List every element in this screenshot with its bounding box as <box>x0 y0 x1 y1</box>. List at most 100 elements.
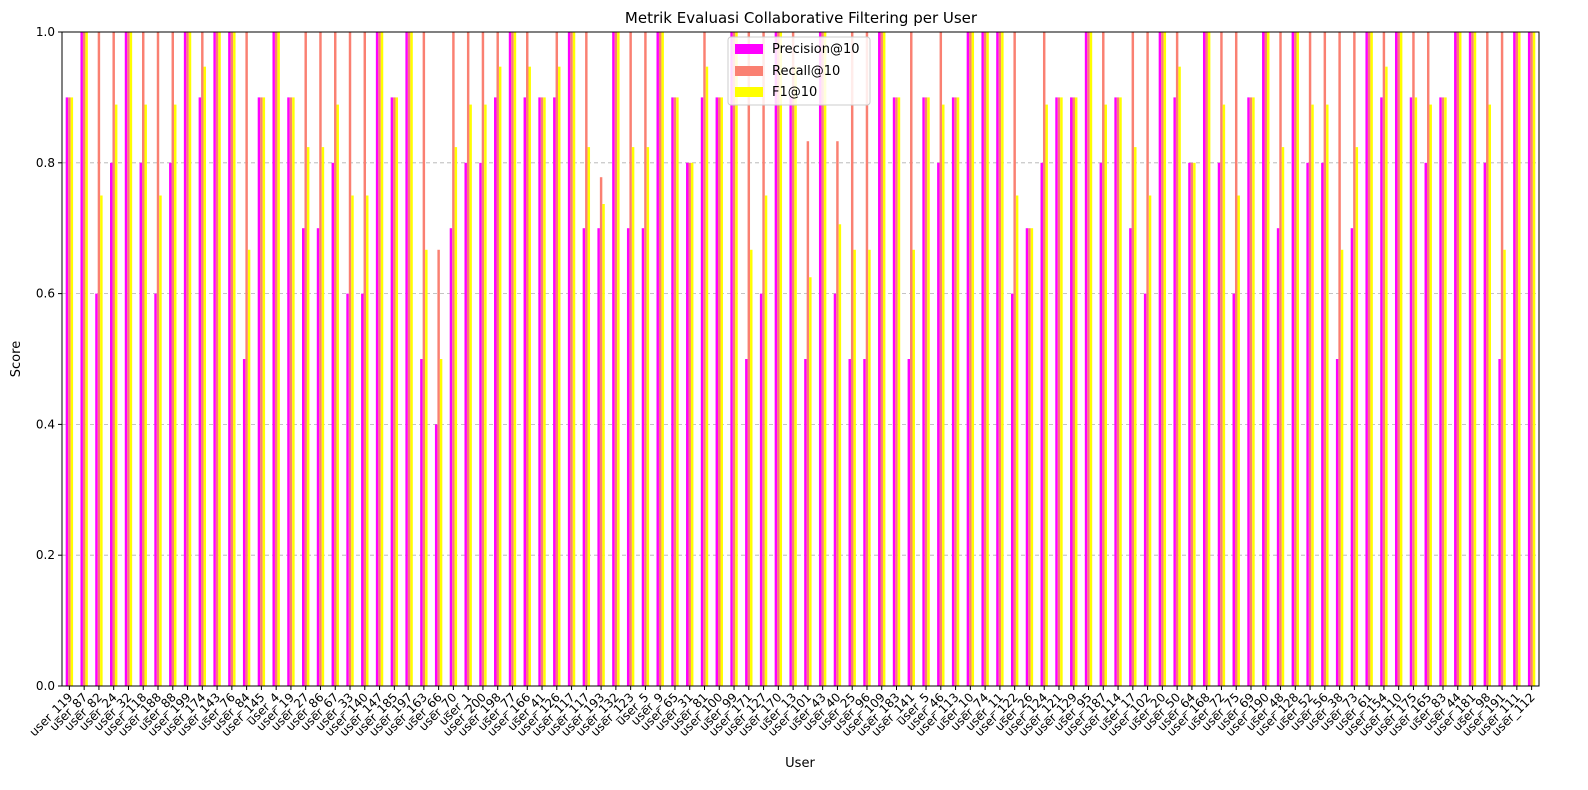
bar-f1-10-63 <box>1001 32 1004 686</box>
bar-precision-10-95 <box>1468 32 1472 686</box>
bar-f1-10-6 <box>159 195 162 686</box>
bar-recall-10-50 <box>806 141 810 687</box>
bar-f1-10-12 <box>247 249 251 686</box>
bar-recall-10-74 <box>1161 32 1164 686</box>
bar-recall-10-4 <box>127 32 130 686</box>
bar-precision-10-45 <box>730 32 733 686</box>
bar-precision-10-12 <box>242 359 246 686</box>
legend-swatch-recall <box>735 66 763 76</box>
bar-recall-10-2 <box>97 32 101 686</box>
bar-recall-10-98 <box>1515 32 1519 686</box>
bar-f1-10-20 <box>366 195 369 686</box>
bar-recall-10-11 <box>230 32 234 686</box>
bar-recall-10-16 <box>304 32 307 686</box>
bar-precision-10-97 <box>1498 359 1501 686</box>
bar-recall-10-73 <box>1146 32 1149 686</box>
bar-recall-10-59 <box>939 32 943 686</box>
bar-precision-10-52 <box>833 293 837 686</box>
bar-f1-10-33 <box>558 66 561 686</box>
bar-precision-10-87 <box>1350 228 1354 686</box>
bar-precision-10-74 <box>1158 32 1162 686</box>
bar-precision-10-55 <box>878 32 881 686</box>
bar-recall-10-55 <box>880 32 883 686</box>
bar-f1-10-89 <box>1385 66 1388 686</box>
legend: Precision@10 Recall@10 F1@10 <box>727 36 871 106</box>
bar-f1-10-18 <box>336 104 339 687</box>
bar-recall-10-87 <box>1353 32 1356 686</box>
bar-recall-10-89 <box>1382 32 1386 686</box>
bar-precision-10-26 <box>449 228 453 686</box>
bar-precision-10-98 <box>1513 32 1516 686</box>
bar-f1-10-68 <box>1074 97 1078 686</box>
bar-f1-10-86 <box>1340 249 1344 686</box>
bar-f1-10-72 <box>1134 147 1137 687</box>
bar-recall-10-81 <box>1264 32 1267 686</box>
bar-precision-10-88 <box>1365 32 1368 686</box>
bar-recall-10-20 <box>363 32 367 686</box>
bar-recall-10-57 <box>910 32 913 686</box>
bar-precision-10-73 <box>1143 293 1147 686</box>
bar-f1-10-60 <box>956 97 960 686</box>
bar-precision-10-50 <box>804 359 807 686</box>
bar-recall-10-26 <box>452 32 455 686</box>
bar-precision-10-24 <box>420 359 423 686</box>
bar-recall-10-40 <box>658 32 662 686</box>
bar-recall-10-99 <box>1530 32 1533 686</box>
bar-precision-10-65 <box>1025 228 1029 686</box>
bar-precision-10-4 <box>124 32 128 686</box>
bar-precision-10-11 <box>228 32 231 686</box>
bar-f1-10-55 <box>882 32 886 686</box>
bar-f1-10-88 <box>1370 32 1373 686</box>
bar-f1-10-82 <box>1281 147 1285 687</box>
bar-recall-10-79 <box>1234 32 1238 686</box>
bar-recall-10-84 <box>1308 32 1312 686</box>
bar-f1-10-96 <box>1488 104 1491 687</box>
bar-f1-10-44 <box>720 97 723 686</box>
bar-f1-10-91 <box>1414 97 1418 686</box>
bar-precision-10-91 <box>1409 97 1413 686</box>
bar-f1-10-9 <box>203 66 207 686</box>
bar-precision-10-85 <box>1321 162 1324 687</box>
bar-precision-10-82 <box>1276 228 1280 686</box>
bar-f1-10-61 <box>971 32 975 686</box>
bar-precision-10-47 <box>759 293 763 686</box>
bar-precision-10-90 <box>1394 32 1398 686</box>
bar-f1-10-56 <box>897 97 901 686</box>
legend-label-recall: Recall@10 <box>772 64 840 79</box>
bar-f1-10-16 <box>306 147 310 687</box>
bar-f1-10-19 <box>351 195 354 686</box>
bar-f1-10-85 <box>1326 104 1329 687</box>
bar-recall-10-42 <box>688 162 691 687</box>
bar-f1-10-29 <box>498 66 502 686</box>
bar-f1-10-48 <box>779 32 783 686</box>
bar-precision-10-40 <box>656 32 659 686</box>
bar-precision-10-16 <box>302 228 305 686</box>
y-tick-label: 1.0 <box>36 25 55 39</box>
bar-f1-10-14 <box>277 32 280 686</box>
bar-f1-10-26 <box>454 147 458 687</box>
chart-title: Metrik Evaluasi Collaborative Filtering … <box>625 9 978 27</box>
bar-precision-10-83 <box>1291 32 1295 686</box>
bar-recall-10-94 <box>1456 32 1459 686</box>
bar-recall-10-61 <box>969 32 972 686</box>
bar-recall-10-18 <box>334 32 337 686</box>
bar-recall-10-65 <box>1028 228 1031 686</box>
legend-label-precision: Precision@10 <box>772 42 860 57</box>
bar-recall-10-29 <box>496 32 499 686</box>
bar-recall-10-82 <box>1279 32 1282 686</box>
bar-recall-10-69 <box>1087 32 1090 686</box>
bar-f1-10-8 <box>188 32 192 686</box>
bar-f1-10-74 <box>1163 32 1167 686</box>
bar-recall-10-71 <box>1116 97 1120 686</box>
bar-f1-10-35 <box>587 147 591 687</box>
bar-recall-10-1 <box>82 32 86 686</box>
bar-precision-10-19 <box>346 293 349 686</box>
bar-recall-10-9 <box>201 32 204 686</box>
bar-f1-10-66 <box>1045 104 1048 687</box>
bar-precision-10-29 <box>494 97 497 686</box>
bar-precision-10-43 <box>700 97 704 686</box>
bar-recall-10-28 <box>481 32 485 686</box>
bar-precision-10-89 <box>1380 97 1383 686</box>
bar-precision-10-53 <box>848 359 851 686</box>
bar-f1-10-40 <box>661 32 664 686</box>
